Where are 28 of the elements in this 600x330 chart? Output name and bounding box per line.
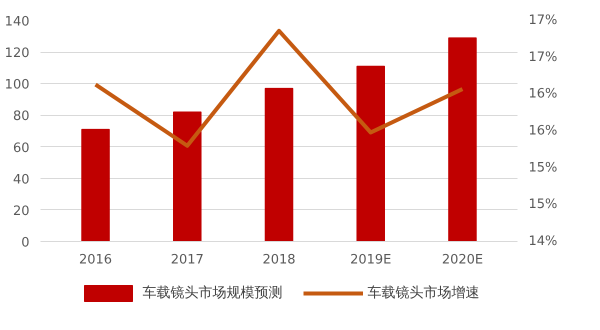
y2-tick-label: 14% xyxy=(528,234,558,249)
line-series xyxy=(94,28,464,148)
y-tick-label: 140 xyxy=(4,14,30,30)
x-tick-label: 2016 xyxy=(78,252,112,268)
bar xyxy=(356,66,385,242)
x-tick-label: 2017 xyxy=(170,252,204,268)
y2-tick-label: 17% xyxy=(528,13,558,28)
y-tick-label: 100 xyxy=(4,78,30,93)
y-tick-label: 0 xyxy=(21,236,30,250)
y-tick-label: 40 xyxy=(12,172,30,188)
y2-tick-label: 15% xyxy=(528,160,558,176)
x-tick-label: 2020E xyxy=(442,252,484,268)
y-tick-label: 120 xyxy=(4,46,30,62)
bar xyxy=(264,88,294,242)
x-tick-label: 2018 xyxy=(262,252,296,268)
y2-tick-label: 17% xyxy=(528,50,558,65)
legend-label: 车载镜头市场增速 xyxy=(368,284,480,302)
y2-tick-label: 16% xyxy=(528,86,558,102)
y2-tick-label: 16% xyxy=(528,124,558,138)
bar xyxy=(448,37,477,242)
bar xyxy=(81,128,110,242)
y2-tick-label: 15% xyxy=(528,197,558,212)
legend-label: 车载镜头市场规模预测 xyxy=(142,284,282,302)
y-tick-label: 20 xyxy=(12,204,30,219)
y-tick-label: 60 xyxy=(12,140,30,156)
x-tick-label: 2019E xyxy=(350,252,392,268)
y-tick-label: 80 xyxy=(12,109,30,124)
bar xyxy=(173,112,202,242)
